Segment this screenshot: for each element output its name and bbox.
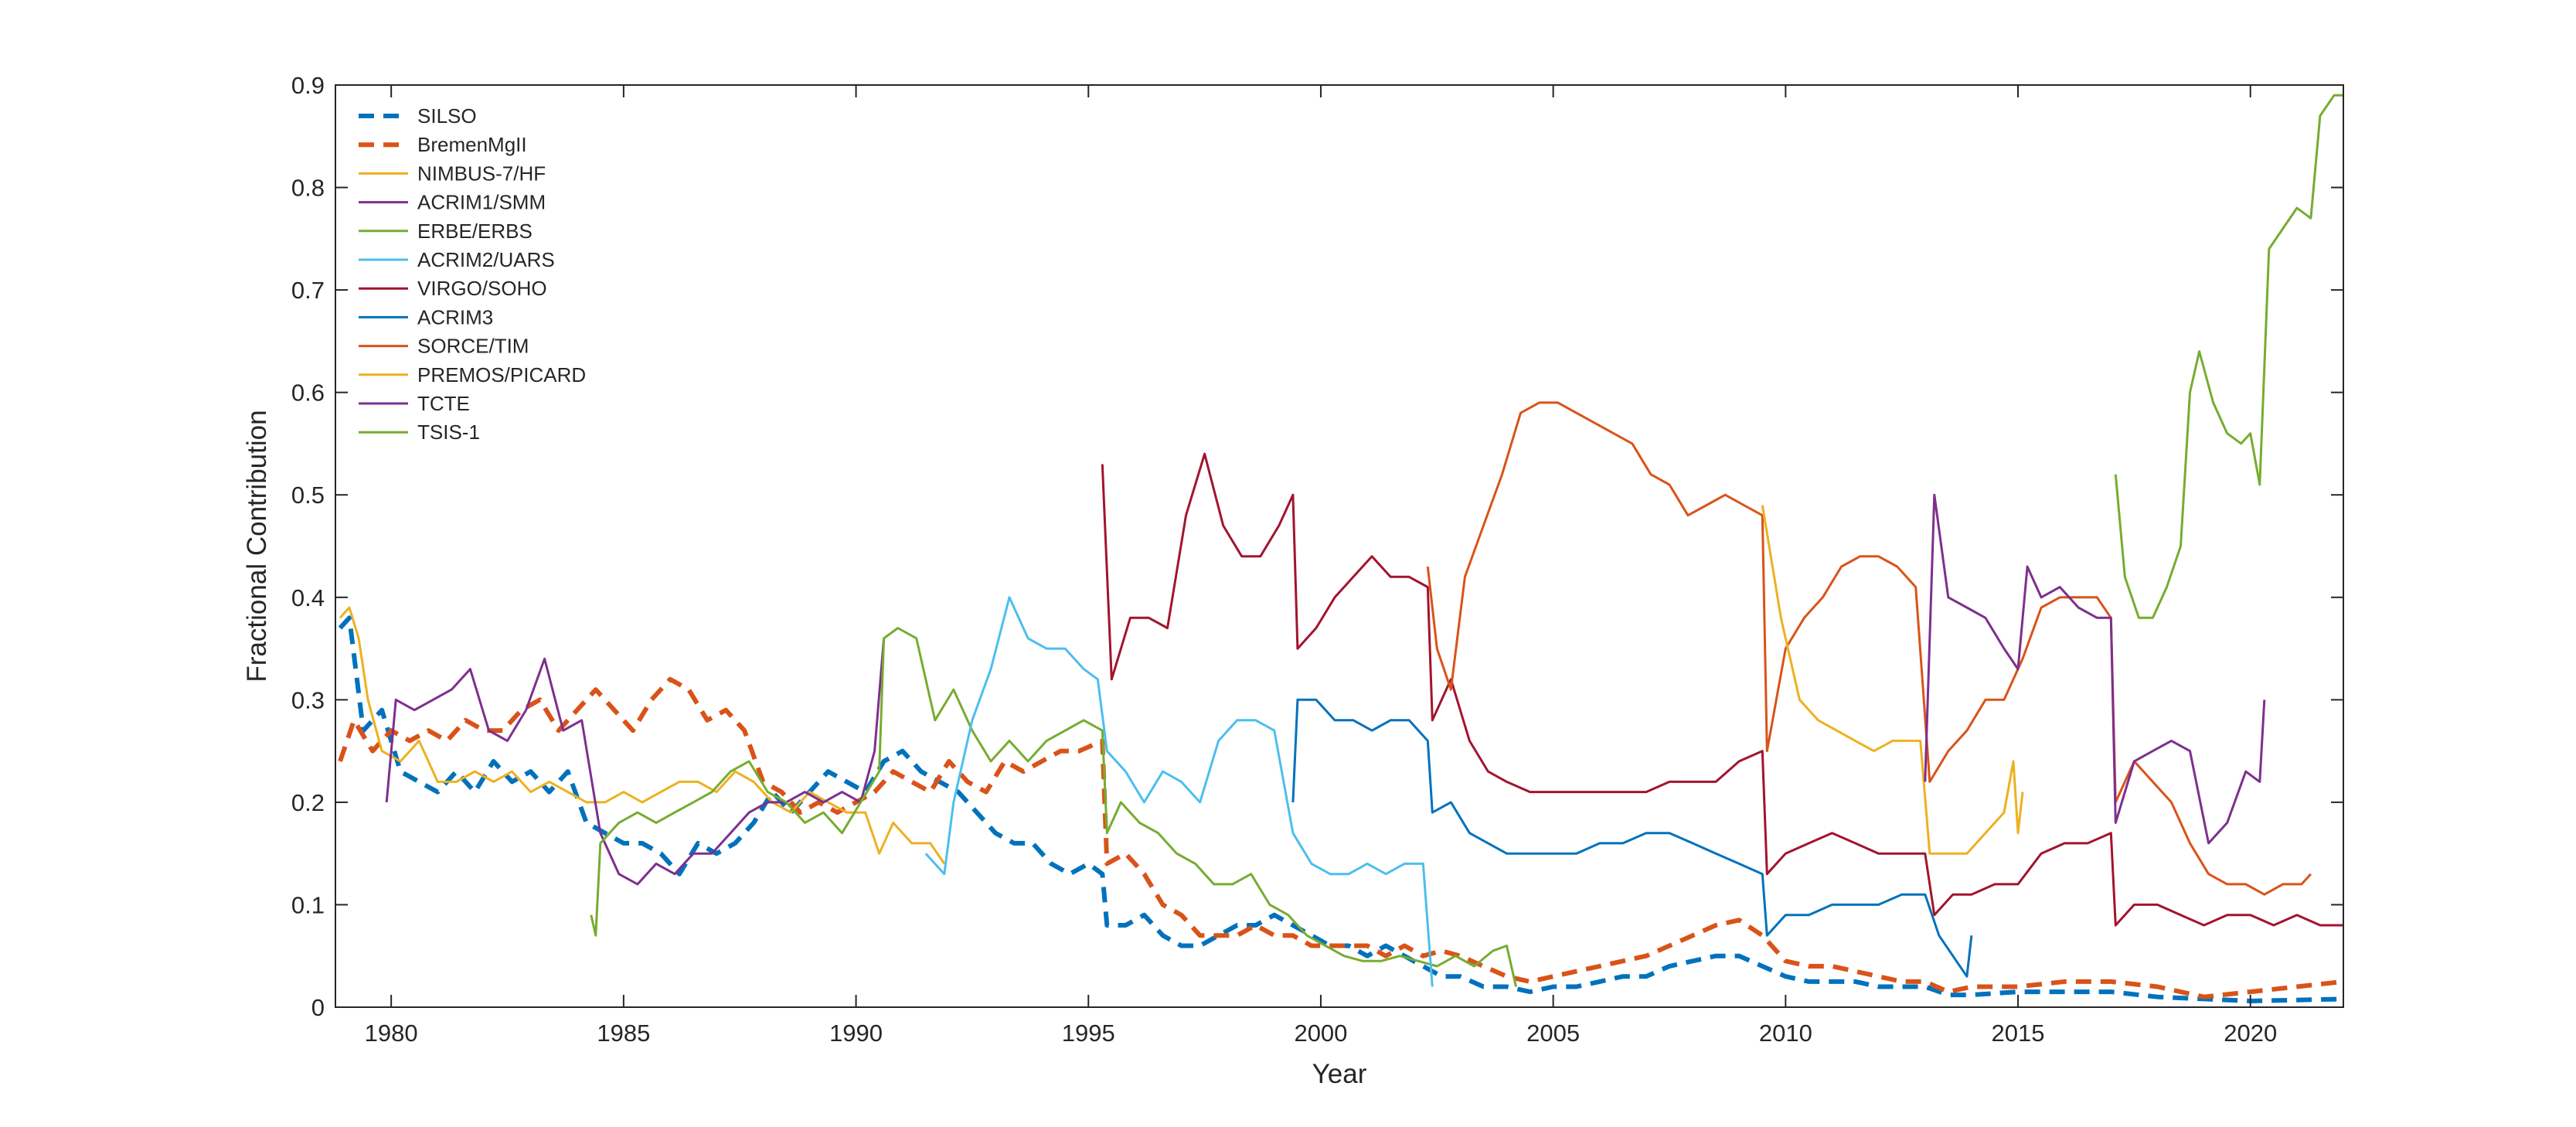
legend-label: BremenMgII (417, 133, 527, 156)
series-line-virgo-soho (1101, 452, 2343, 927)
legend-item-tcte: TCTE (359, 392, 470, 415)
legend-item-acrim3: ACRIM3 (359, 305, 493, 329)
legend-label: TSIS-1 (417, 420, 480, 444)
series-line-tcte (1924, 493, 2266, 845)
legend-item-acrim2-uars: ACRIM2/UARS (359, 248, 555, 271)
axes-layer: 1980 1985 1990 1995 2000 2005 2010 2015 2020 0 0.1… (291, 72, 2344, 1047)
series-line-sorce-tim (1426, 401, 2312, 896)
series-line-premos-picard (1761, 505, 2024, 855)
y-tick-label: 0.5 (291, 482, 325, 509)
legend-item-silso: SILSO (359, 104, 477, 128)
x-tick-label: 1980 (365, 1020, 418, 1047)
y-tick-label: 0.2 (291, 789, 325, 816)
x-tick-label: 2005 (1526, 1020, 1580, 1047)
series-line-nimbus-7-hf (339, 606, 946, 865)
legend: SILSO BremenMgII NIMBUS-7/HF ACRIM1/SMM ERBE… (359, 104, 586, 444)
y-tick-label: 0.6 (291, 380, 325, 407)
legend-label: NIMBUS-7/HF (417, 162, 546, 185)
legend-item-sorce-tim: SORCE/TIM (359, 335, 529, 358)
y-tick-label: 0.9 (291, 72, 325, 99)
series-layer (338, 94, 2343, 1003)
series-line-acrim1-smm (385, 638, 886, 886)
x-tick-label: 1985 (597, 1020, 650, 1047)
y-tick-label: 0 (311, 994, 325, 1021)
series-line-tsis-1 (2114, 94, 2343, 619)
x-tick-label: 2010 (1759, 1020, 1812, 1047)
y-tick-label: 0.1 (291, 891, 325, 918)
legend-label: SILSO (417, 104, 477, 128)
legend-item-acrim1-smm: ACRIM1/SMM (359, 191, 546, 214)
legend-label: PREMOS/PICARD (417, 363, 586, 386)
series-line-silso (338, 615, 2343, 1003)
x-tick-label: 1995 (1062, 1020, 1115, 1047)
legend-item-premos-picard: PREMOS/PICARD (359, 363, 586, 386)
y-axis-label: Fractional Contribution (242, 410, 272, 682)
legend-label: VIRGO/SOHO (417, 277, 547, 300)
y-tick-label: 0.3 (291, 686, 325, 713)
legend-item-nimbus-7-hf: NIMBUS-7/HF (359, 162, 546, 185)
x-tick-label: 2020 (2224, 1020, 2277, 1047)
plot-frame (335, 84, 2344, 1008)
legend-item-tsis-1: TSIS-1 (359, 420, 480, 444)
x-axis-label: Year (1312, 1059, 1367, 1089)
y-tick-label: 0.7 (291, 277, 325, 304)
legend-item-erbe-erbs: ERBE/ERBS (359, 220, 533, 243)
x-tick-label: 2015 (1992, 1020, 2045, 1047)
legend-label: ACRIM3 (417, 305, 493, 329)
series-line-acrim3 (1291, 698, 1973, 978)
series-line-erbe-erbs (590, 627, 1517, 987)
legend-label: TCTE (417, 392, 470, 415)
legend-item-bremenmgii: BremenMgII (359, 133, 527, 156)
y-tick-label: 0.8 (291, 175, 325, 202)
legend-label: SORCE/TIM (417, 335, 529, 358)
legend-label: ACRIM1/SMM (417, 191, 546, 214)
legend-item-virgo-soho: VIRGO/SOHO (359, 277, 547, 300)
series-line-acrim2-uars (924, 596, 1434, 987)
x-tick-label: 1990 (829, 1020, 883, 1047)
x-tick-label: 2000 (1294, 1020, 1347, 1047)
legend-label: ACRIM2/UARS (417, 248, 555, 271)
series-line-bremenmgii (338, 676, 2343, 999)
legend-label: ERBE/ERBS (417, 220, 533, 243)
y-tick-label: 0.4 (291, 584, 325, 611)
